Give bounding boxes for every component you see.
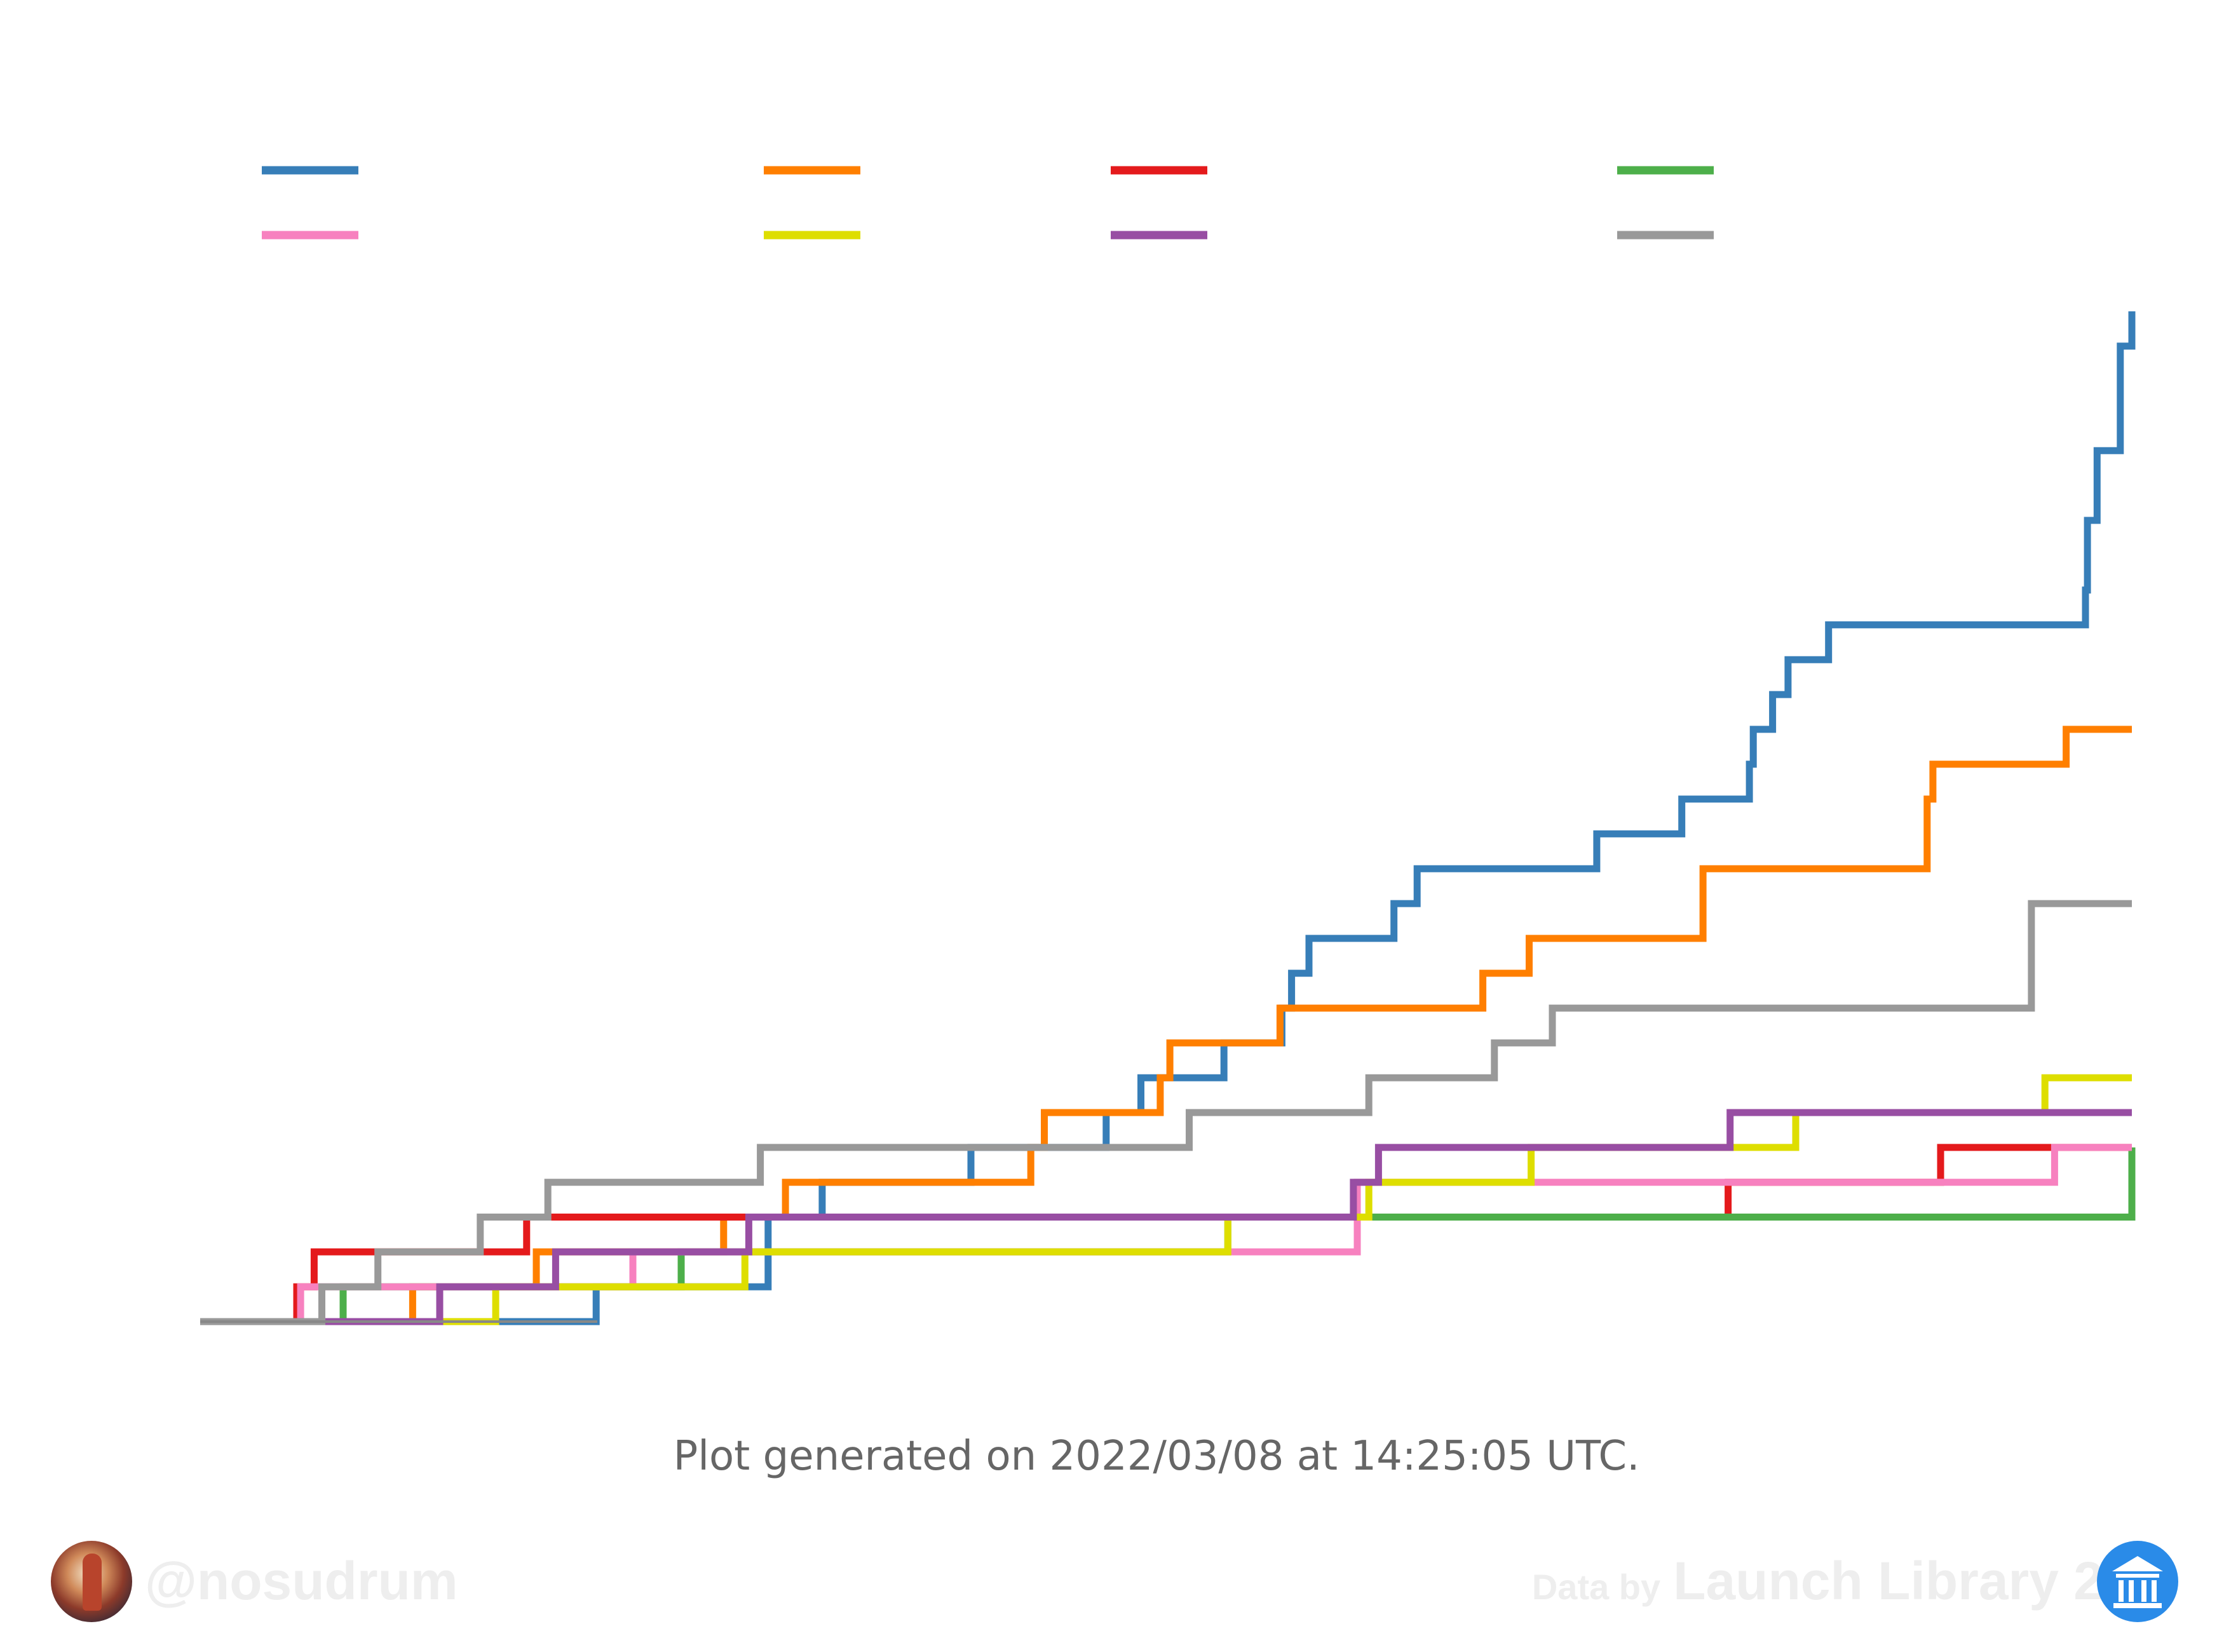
series-line-5 — [200, 1148, 2132, 1322]
generation-timestamp: Plot generated on 2022/03/08 at 14:25:05… — [0, 1433, 2224, 1480]
credit-prefix: Data by — [1532, 1567, 1660, 1607]
institution-icon — [2097, 1541, 2178, 1622]
series-line-2 — [200, 729, 2132, 1322]
chart-legend — [262, 170, 1714, 235]
series-line-4 — [200, 1148, 2132, 1322]
series-line-1 — [200, 311, 2132, 1322]
series-line-3 — [200, 1148, 2132, 1322]
series-layer — [200, 311, 2132, 1322]
launch-library-logo-icon — [2097, 1541, 2178, 1622]
data-credit: Data by Launch Library 2 — [1532, 1550, 2103, 1612]
author-avatar — [51, 1541, 132, 1622]
astronaut-figure-icon — [83, 1554, 102, 1611]
credit-source: Launch Library 2 — [1673, 1551, 2103, 1611]
author-handle: @nosudrum — [145, 1550, 458, 1612]
